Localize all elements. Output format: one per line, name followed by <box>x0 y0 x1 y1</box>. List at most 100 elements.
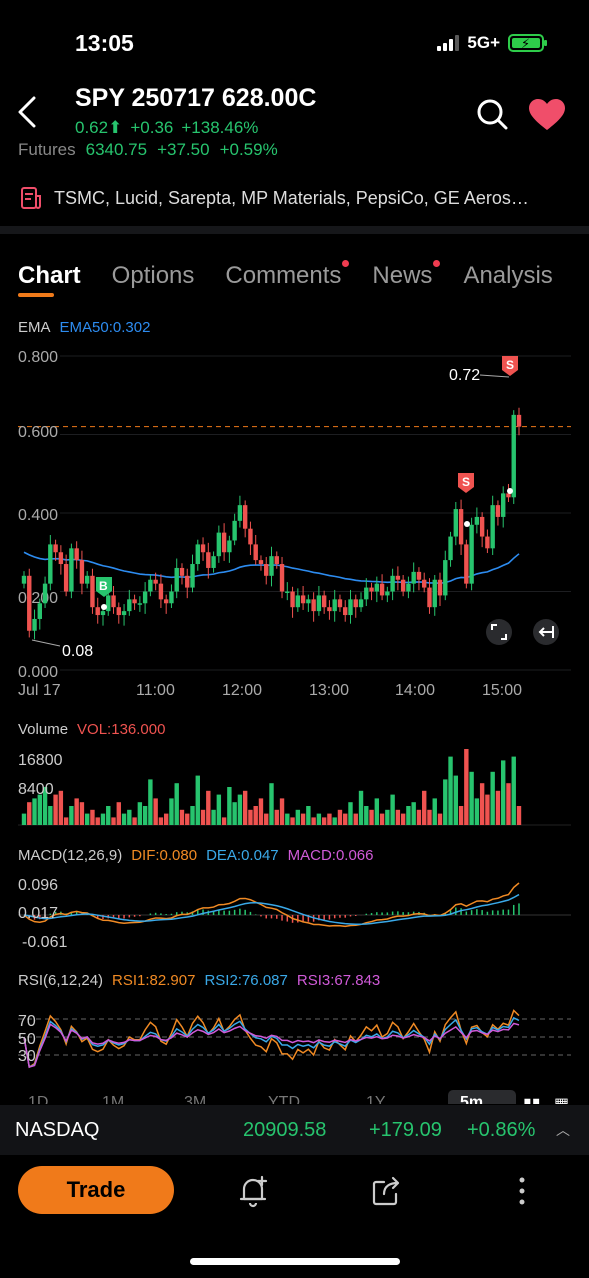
search-icon[interactable] <box>474 96 510 132</box>
price-alert-bell-icon[interactable] <box>236 1174 270 1208</box>
volume-legend[interactable]: Volume VOL:136.000 <box>18 721 165 738</box>
volume-bar <box>242 790 248 825</box>
candle-body <box>411 571 416 584</box>
candle-body <box>353 599 358 608</box>
trade-button[interactable]: Trade <box>18 1166 174 1214</box>
candle-body <box>221 532 227 553</box>
candle-body <box>253 544 258 561</box>
last-price: 0.62⬆ <box>75 118 123 137</box>
volume-bar <box>174 783 179 825</box>
futures-label: Futures <box>18 140 76 158</box>
volume-bar <box>127 809 132 825</box>
volume-tick-label: 8400 <box>18 781 54 798</box>
volume-bar <box>311 817 316 825</box>
more-options-icon[interactable] <box>512 1174 532 1208</box>
candle-body <box>169 591 174 604</box>
volume-bar <box>516 806 522 825</box>
candle-body <box>58 552 64 565</box>
candle-body <box>348 599 353 616</box>
low-price-label: 0.08 <box>62 643 93 660</box>
volume-bar <box>48 806 53 825</box>
candle-body <box>190 564 195 588</box>
index-ticker-bar[interactable]: NASDAQ 20909.58 +179.09 +0.86% ︿ <box>0 1105 589 1155</box>
reset-position-icon <box>533 619 559 645</box>
watchlist-heart-icon[interactable] <box>528 98 566 132</box>
index-value: 20909.58 <box>243 1118 327 1141</box>
tab-chart[interactable]: Chart <box>18 262 81 297</box>
candle-body <box>385 591 390 596</box>
timeframe-5m[interactable]: 5m <box>460 1094 484 1104</box>
timeframe-1y[interactable]: 1Y <box>366 1094 386 1104</box>
candle-body <box>448 536 453 561</box>
sell-point <box>464 521 470 527</box>
tab-news[interactable]: News <box>372 260 441 290</box>
up-arrow-icon: ⬆ <box>108 118 123 137</box>
index-change: +179.09 <box>369 1118 442 1141</box>
time-tick-label: 14:00 <box>395 682 435 699</box>
candle-type-icon[interactable]: ▮▮ <box>523 1094 541 1104</box>
volume-bar <box>216 794 222 825</box>
volume-bar <box>42 787 48 825</box>
candle-body <box>464 544 469 584</box>
candle-body <box>32 618 37 631</box>
candle-body <box>511 414 516 498</box>
candle-body <box>90 575 95 608</box>
timeframe-1d[interactable]: 1D <box>28 1094 49 1104</box>
futures-ticker[interactable]: Futures 6340.75 +37.50 +0.59% <box>18 140 278 158</box>
candle-body <box>42 583 48 604</box>
rsi-chart[interactable]: 70 50 30 <box>0 995 589 1070</box>
price-tick-label: 0.800 <box>18 349 58 366</box>
network-label: 5G+ <box>467 33 500 52</box>
volume-bar <box>79 802 85 825</box>
news-headline-row[interactable]: TSMC, Lucid, Sarepta, MP Materials, Peps… <box>20 186 580 210</box>
macd-chart[interactable]: 0.096 0.017 -0.061 <box>0 870 589 955</box>
volume-bar <box>458 806 464 825</box>
volume-bar <box>464 749 469 825</box>
candle-body <box>232 520 237 541</box>
status-indicators: 5G+ ⚡ <box>437 33 547 53</box>
volume-bar <box>232 802 237 825</box>
share-icon[interactable] <box>370 1174 404 1208</box>
volume-bar <box>106 806 111 825</box>
candle-body <box>295 595 301 608</box>
candle-body <box>358 599 364 608</box>
volume-bar <box>227 787 232 825</box>
battery-icon: ⚡ <box>508 34 547 52</box>
candle-body <box>84 575 90 584</box>
volume-bar <box>90 809 95 825</box>
macd-tick-label: -0.061 <box>22 934 67 951</box>
candle-body <box>316 595 322 612</box>
candle-body <box>501 493 506 517</box>
candle-body <box>163 599 169 604</box>
rsi-tick-label: 30 <box>18 1048 36 1065</box>
candle-body <box>321 595 327 608</box>
ema-legend[interactable]: EMA EMA50:0.302 <box>18 319 150 336</box>
macd-legend[interactable]: MACD(12,26,9) DIF:0.080 DEA:0.047 MACD:0… <box>18 847 374 864</box>
rsi-legend[interactable]: RSI(6,12,24) RSI1:82.907 RSI2:76.087 RSI… <box>18 972 380 989</box>
volume-tick-label: 16800 <box>18 752 63 769</box>
macd-tick-label: 0.017 <box>18 905 58 922</box>
volume-value: VOL:136.000 <box>77 721 166 738</box>
price-chart[interactable]: 0.800 0.600 0.400 0.200 0.000 0.72 0.08 … <box>0 340 589 710</box>
back-arrow-icon[interactable] <box>14 94 42 130</box>
candle-body <box>158 583 164 600</box>
timeframe-1m[interactable]: 1M <box>102 1094 125 1104</box>
timeframe-3m[interactable]: 3M <box>184 1094 207 1104</box>
candle-body <box>458 509 464 545</box>
tab-options[interactable]: Options <box>111 262 195 289</box>
tab-analysis[interactable]: Analysis <box>463 262 553 289</box>
candle-body <box>48 544 53 584</box>
volume-bar <box>285 813 290 825</box>
timeframe-ytd[interactable]: YTD <box>268 1094 300 1104</box>
chevron-up-icon[interactable]: ︿ <box>556 1122 570 1138</box>
grid-layout-icon[interactable]: ▦ <box>554 1094 569 1104</box>
volume-bar <box>137 802 143 825</box>
tab-comments[interactable]: Comments <box>225 260 350 290</box>
volume-bar <box>253 806 258 825</box>
volume-bar <box>158 817 164 825</box>
volume-chart[interactable]: 16800 8400 <box>0 745 589 827</box>
volume-bar <box>321 817 327 825</box>
volume-bar <box>411 802 416 825</box>
candle-body <box>127 599 132 612</box>
volume-bar <box>395 809 401 825</box>
